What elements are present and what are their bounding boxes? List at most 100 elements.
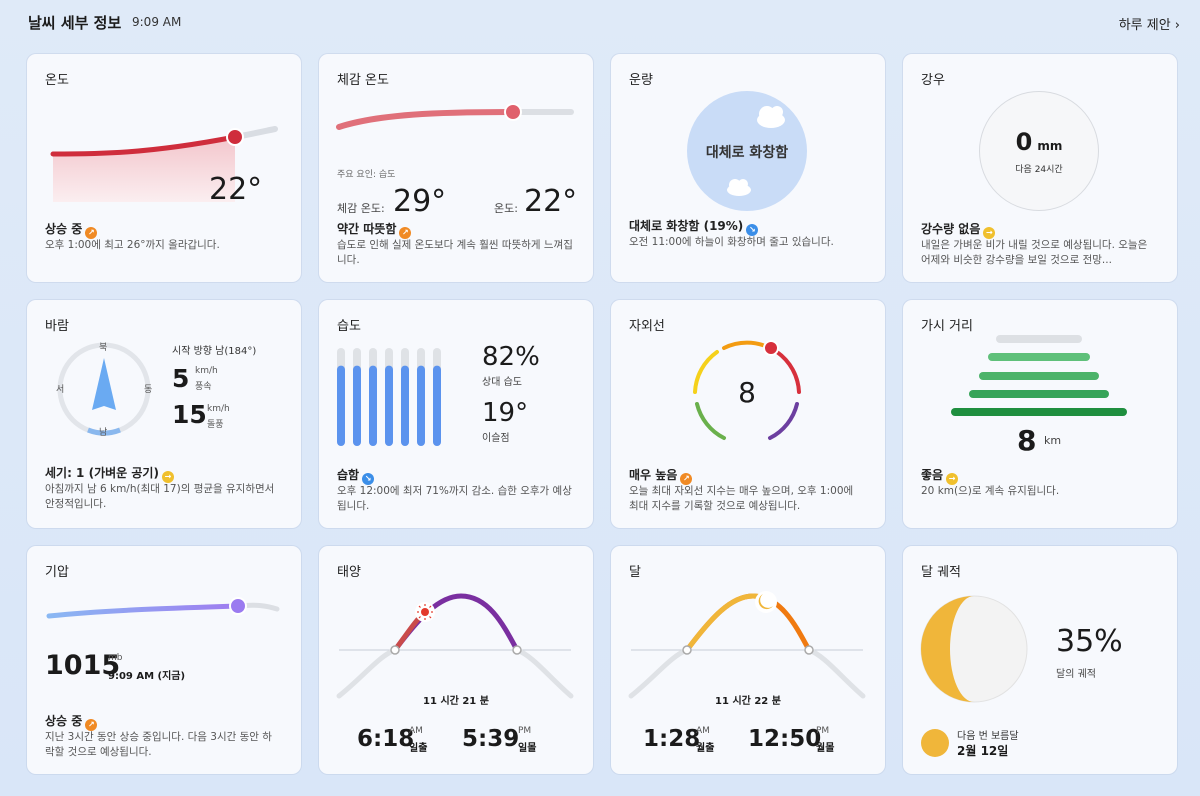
moon-phase-card[interactable]: 달 궤적 35% 달의 궤적 다음 번 보름달 2월 12일 — [903, 546, 1177, 774]
compass-south: 남 — [99, 428, 108, 438]
card-title: 달 궤적 — [921, 565, 962, 580]
cloud-desc: 오전 11:00에 하늘이 화창하며 줄고 있습니다. — [629, 236, 834, 248]
visibility-desc: 20 km(으)로 계속 유지됩니다. — [921, 485, 1060, 497]
visibility-value: 8 — [1017, 424, 1037, 457]
wind-speed-label: 풍속 — [195, 382, 212, 392]
actual-temp-value: 22° — [524, 184, 578, 219]
rain-desc: 내일은 가벼운 비가 내릴 것으로 예상됩니다. 오늘은 어제와 비슷한 강수량… — [921, 239, 1148, 266]
card-title: 강우 — [921, 73, 945, 88]
top-bar: 날씨 세부 정보 9:09 AM 하루 제안 › — [0, 0, 1200, 44]
dew-point-label: 이슬점 — [482, 433, 510, 444]
wind-card[interactable]: 바람 북 남 서 동 시작 방향 남(184°) 5 km/h 풍속 15 km… — [27, 300, 301, 528]
wind-compass — [57, 342, 151, 436]
rain-value: 0 — [1015, 128, 1033, 156]
card-title: 운량 — [629, 73, 653, 88]
card-title: 바람 — [45, 319, 69, 334]
uv-card[interactable]: 자외선 8 매우 높음 ↗ 오늘 최대 자외선 지수는 매우 높으며, 오후 1:… — [611, 300, 885, 528]
humidity-bar-fill — [369, 365, 377, 446]
visibility-status: 좋음 → — [921, 466, 959, 485]
rain-circle — [979, 91, 1099, 211]
visibility-card[interactable]: 가시 거리 8 km 좋음 → 20 km(으)로 계속 유지됩니다. — [903, 300, 1177, 528]
status-text: 습함 — [337, 468, 360, 482]
feels-value: 29° — [393, 184, 447, 219]
next-full-moon-label: 다음 번 보름달 — [957, 731, 1019, 742]
rain-sub: 다음 24시간 — [1015, 165, 1063, 175]
uv-gauge — [693, 340, 801, 440]
humidity-bar-fill — [433, 365, 441, 446]
pressure-unit: mb — [108, 653, 123, 663]
moonset-ampm: PM — [816, 726, 830, 736]
temperature-graph — [50, 126, 278, 202]
card-title: 기압 — [45, 565, 69, 580]
humidity-value: 82% — [482, 342, 540, 372]
sunrise-label: 일출 — [409, 743, 428, 754]
humidity-desc: 오후 12:00에 최저 71%까지 감소. 습한 오후가 예상됩니다. — [337, 485, 572, 512]
moon-card[interactable]: 달 11 시간 22 분 1:28 AM 월출 12:50 PM 월몰 — [611, 546, 885, 774]
moon-phase-graphic — [920, 595, 1028, 757]
moon-phase-value: 35% — [1056, 624, 1123, 659]
rain-status: 강수량 없음 → — [921, 220, 996, 239]
card-title: 자외선 — [629, 319, 665, 334]
sunset-label: 일몰 — [518, 743, 537, 754]
temperature-value: 22° — [209, 172, 263, 207]
temperature-desc: 오후 1:00에 최고 26°까지 올라갑니다. — [45, 239, 220, 251]
wind-gust-unit: km/h — [207, 404, 230, 414]
daily-suggestion-link[interactable]: 하루 제안 › — [1118, 18, 1180, 33]
humidity-card[interactable]: 습도 82% 상대 습도 19° 이슬점 습함 ↘ 오후 12:00에 최저 71… — [319, 300, 593, 528]
cloud-cover-card[interactable]: 운량 대체로 화창함 대체로 화창함 (19%) ↘ 오전 11:00에 하늘이 … — [611, 54, 885, 282]
humidity-status: 습함 ↘ — [337, 466, 375, 485]
card-title: 온도 — [45, 73, 69, 88]
wind-gust: 15 — [172, 400, 207, 429]
card-title: 가시 거리 — [921, 319, 973, 334]
moonrise-ampm: AM — [696, 726, 710, 736]
card-title: 습도 — [337, 319, 361, 334]
trend-flat-icon: → — [161, 471, 174, 483]
dew-point-value: 19° — [482, 398, 529, 428]
pressure-value: 1015 — [45, 650, 121, 681]
compass-west: 서 — [56, 385, 65, 395]
card-title: 태양 — [337, 565, 361, 580]
actual-temp-label: 온도: — [494, 202, 518, 215]
moon-path — [628, 591, 866, 699]
wind-direction: 시작 방향 남(184°) — [172, 346, 257, 357]
temperature-status: 상승 중 ↗ — [45, 220, 98, 239]
status-text: 강수량 없음 — [921, 222, 981, 236]
sun-card[interactable]: 태양 11 시간 21 분 6:18 AM 일출 5:39 PM 일몰 — [319, 546, 593, 774]
cloud-status: 대체로 화창함 (19%) ↘ — [629, 217, 759, 236]
status-text: 상승 중 — [45, 222, 83, 236]
current-time: 9:09 AM — [132, 15, 182, 29]
feels-label: 체감 온도: — [337, 202, 385, 215]
feels-like-card[interactable]: 체감 온도 주요 요인: 습도 체감 온도: 29° 온도: 22° 약간 따뜻… — [319, 54, 593, 282]
uv-value: 8 — [738, 376, 756, 409]
visibility-unit: km — [1044, 434, 1062, 447]
cloud-center-label: 대체로 화창함 — [705, 145, 789, 161]
sun-duration: 11 시간 21 분 — [423, 696, 489, 707]
compass-north: 북 — [99, 343, 108, 353]
card-title: 달 — [629, 565, 641, 580]
humidity-bar-fill — [353, 365, 361, 446]
pressure-graph — [46, 597, 280, 619]
sunset-ampm: PM — [518, 726, 532, 736]
rain-unit: mm — [1037, 139, 1063, 153]
wind-desc: 아침까지 남 6 km/h(최대 17)의 평균을 유지하면서 안정적입니다. — [45, 483, 275, 510]
sunset-time: 5:39 — [462, 726, 520, 752]
rain-card[interactable]: 강우 0 mm 다음 24시간 강수량 없음 → 내일은 가벼운 비가 내릴 것으… — [903, 54, 1177, 282]
card-title: 체감 온도 — [337, 73, 389, 88]
trend-flat-icon: → — [983, 227, 996, 239]
next-full-moon-date: 2월 12일 — [957, 744, 1009, 758]
trend-flat-icon: → — [946, 473, 959, 485]
trend-up-icon: ↗ — [680, 473, 693, 485]
humidity-bar-fill — [337, 365, 345, 446]
sunrise-time: 6:18 — [357, 726, 415, 752]
pressure-card[interactable]: 기압 1015 mb 9:09 AM (지금) 상승 중 ↗ 지난 3시간 동안 … — [27, 546, 301, 774]
wind-status: 세기: 1 (가벼운 공기) → — [45, 464, 174, 483]
temperature-card[interactable]: 온도 22° 상승 중 ↗ 오후 1:00에 최고 26°까지 올라갑니다. — [27, 54, 301, 282]
compass-east: 동 — [144, 385, 153, 395]
status-text: 약간 따뜻함 — [337, 222, 397, 236]
trend-up-icon: ↗ — [399, 227, 412, 239]
moonrise-label: 월출 — [696, 743, 715, 754]
wind-speed-unit: km/h — [195, 366, 218, 376]
wind-speed: 5 — [172, 364, 190, 393]
status-text: 상승 중 — [45, 714, 83, 728]
status-text: 대체로 화창함 (19%) — [629, 219, 744, 233]
